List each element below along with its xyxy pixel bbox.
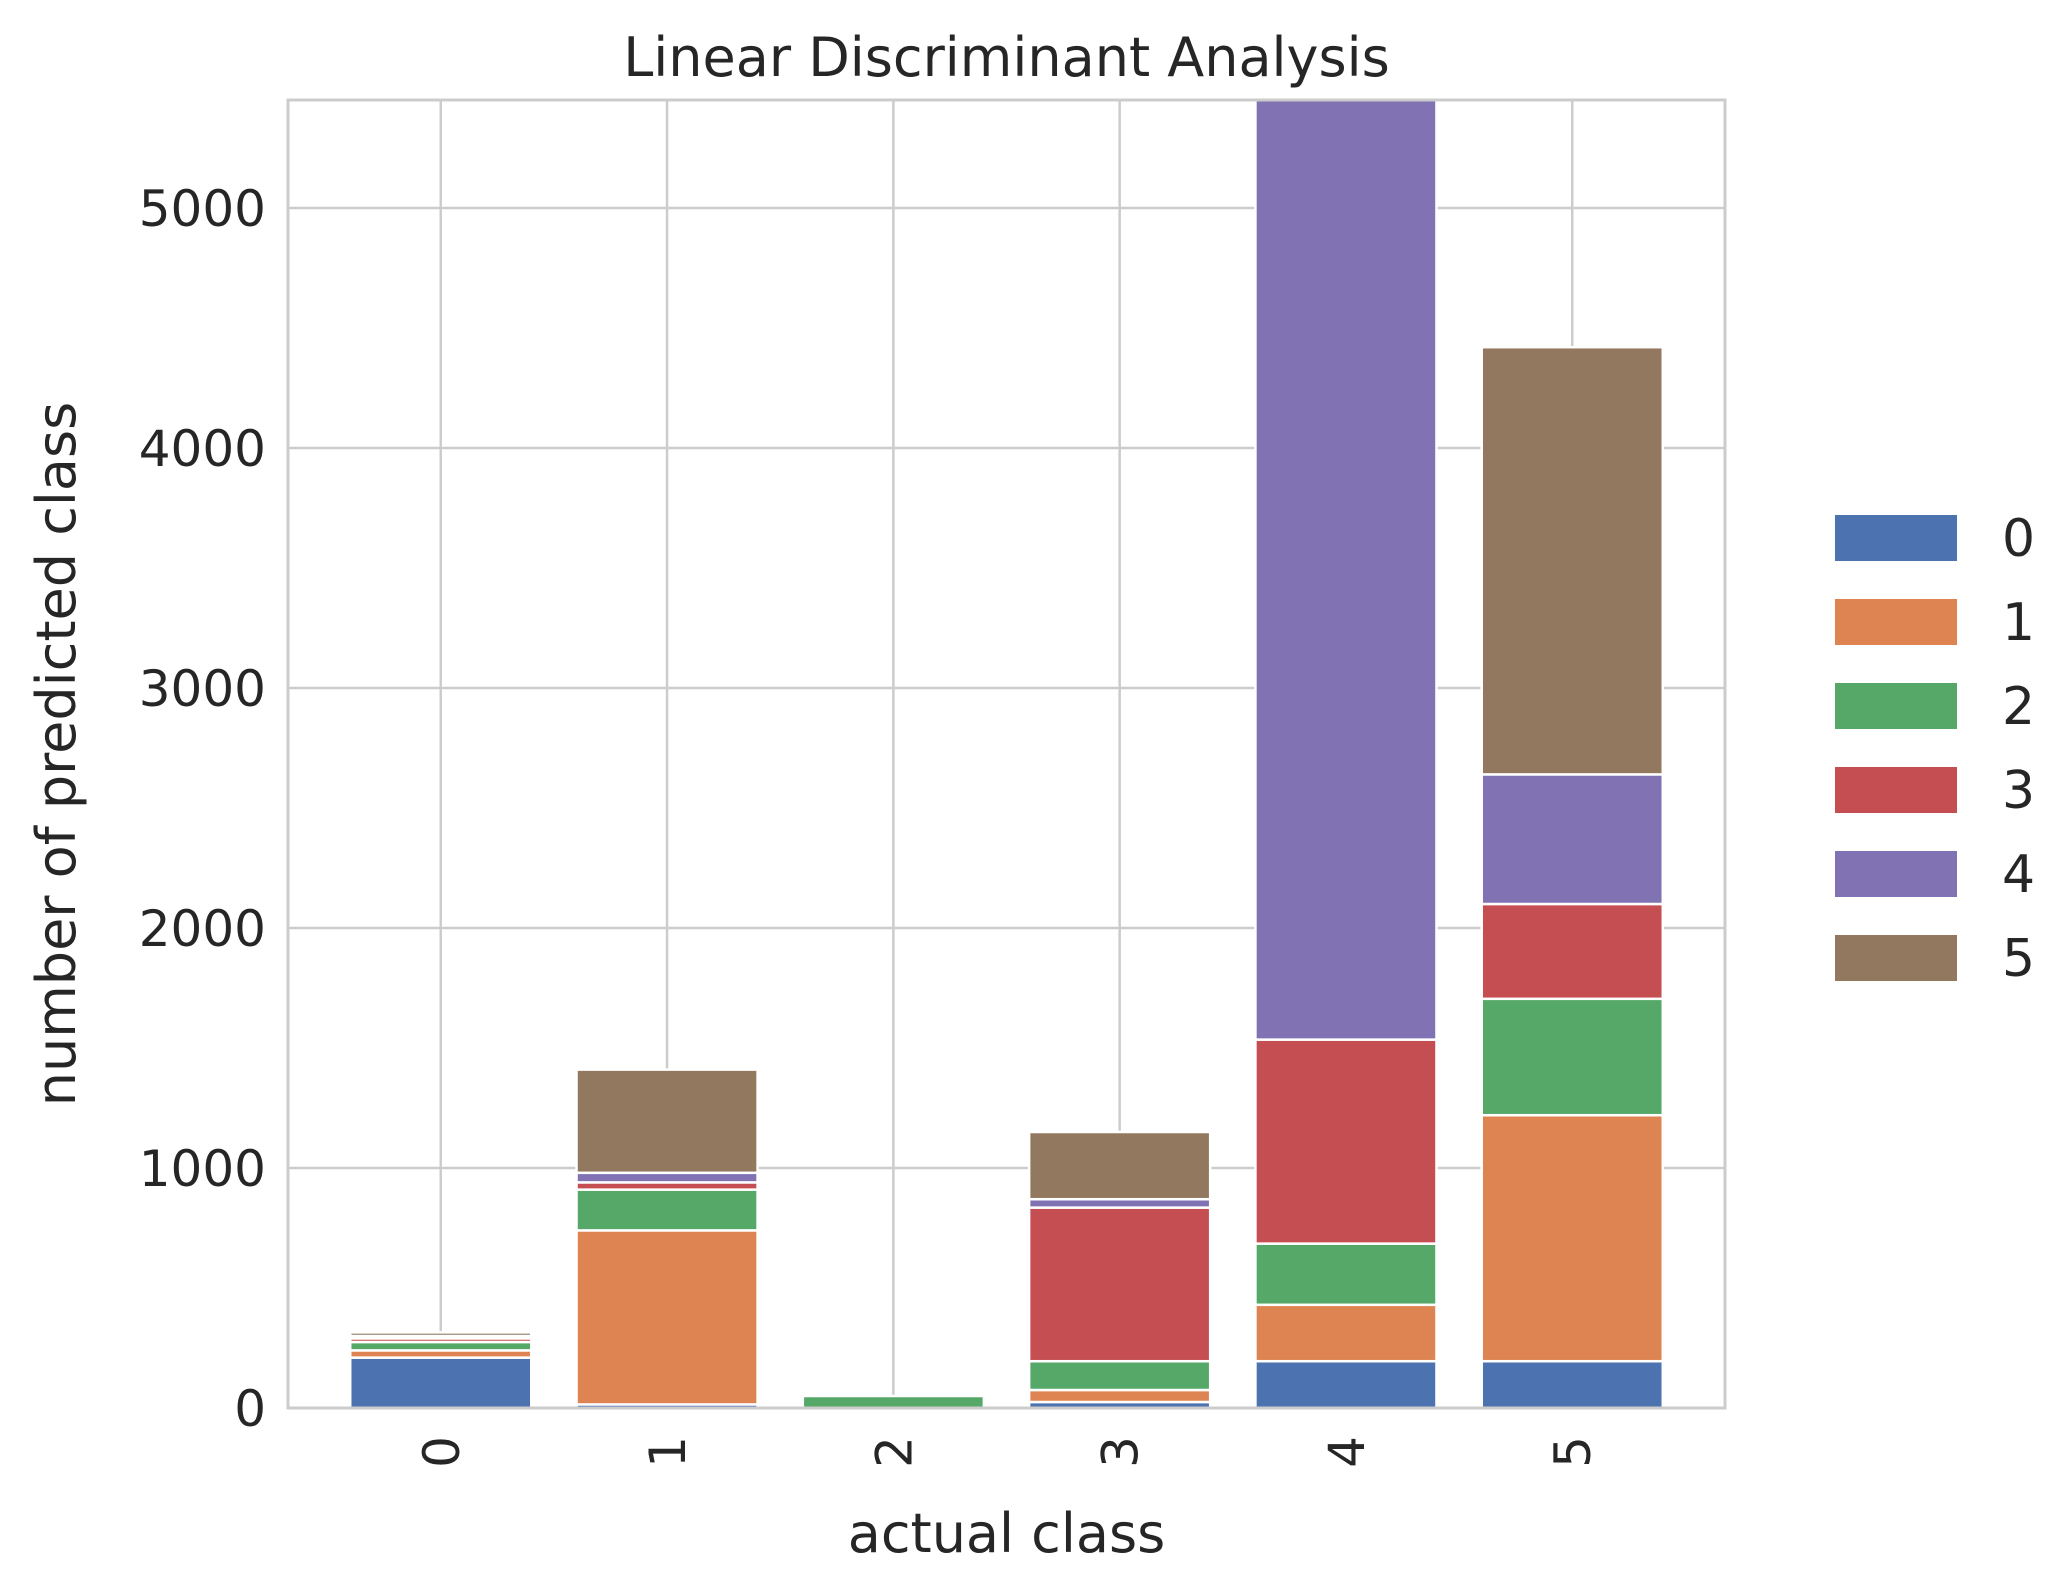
bar-segment-class-4-pred-1 bbox=[1254, 1303, 1438, 1363]
bar-segment-class-5-pred-1 bbox=[1480, 1113, 1665, 1363]
y-tick-label: 0 bbox=[234, 1380, 266, 1438]
bar-segment-class-1-pred-5 bbox=[575, 1068, 759, 1175]
bar-segment-class-3-pred-1 bbox=[1027, 1388, 1212, 1404]
bar-segment-class-5-pred-4 bbox=[1480, 773, 1665, 906]
y-tick-label: 3000 bbox=[139, 660, 266, 718]
bar-stack-0 bbox=[348, 1331, 533, 1410]
bar-segment-class-5-pred-5 bbox=[1480, 345, 1665, 776]
x-tick-labels: 0 1 2 3 4 5 bbox=[413, 1436, 1602, 1468]
bar-stack-1 bbox=[575, 1068, 759, 1410]
legend: 0 1 2 3 4 5 bbox=[1835, 509, 2035, 989]
y-tick-label: 1000 bbox=[139, 1140, 266, 1198]
plot-frame bbox=[286, 98, 1727, 1410]
bar-segment-class-3-pred-4 bbox=[1027, 1197, 1212, 1209]
bar-segment-class-4-pred-2 bbox=[1254, 1242, 1438, 1307]
x-axis-label: actual class bbox=[848, 1502, 1166, 1565]
bars bbox=[348, 97, 1665, 1410]
x-tick-label: 0 bbox=[413, 1436, 471, 1468]
bar-segment-class-4-pred-4 bbox=[1254, 97, 1438, 1041]
x-tick-label: 5 bbox=[1544, 1436, 1602, 1468]
legend-swatch bbox=[1835, 599, 1957, 645]
x-tick-label: 2 bbox=[865, 1436, 923, 1468]
bar-segment-class-3-pred-5 bbox=[1027, 1130, 1212, 1201]
legend-item-4: 4 bbox=[1835, 845, 2035, 905]
bar-stack-2 bbox=[801, 1394, 986, 1410]
legend-label: 4 bbox=[2002, 845, 2035, 905]
y-tick-label: 5000 bbox=[139, 180, 266, 238]
bar-segment-class-1-pred-1 bbox=[575, 1229, 759, 1406]
bar-segment-class-1-pred-2 bbox=[575, 1188, 759, 1232]
legend-swatch bbox=[1835, 515, 1957, 561]
y-tick-label: 4000 bbox=[139, 420, 266, 478]
legend-label: 5 bbox=[2002, 929, 2035, 989]
bar-segment-class-4-pred-3 bbox=[1254, 1038, 1438, 1245]
legend-swatch bbox=[1835, 935, 1957, 981]
legend-item-0: 0 bbox=[1835, 509, 2035, 569]
y-tick-label: 2000 bbox=[139, 900, 266, 958]
bar-segment-class-5-pred-0 bbox=[1480, 1359, 1665, 1410]
bar-segment-class-4-pred-0 bbox=[1254, 1359, 1438, 1410]
bar-segment-class-3-pred-2 bbox=[1027, 1359, 1212, 1392]
legend-label: 1 bbox=[2002, 593, 2035, 653]
bar-stack-3 bbox=[1027, 1130, 1212, 1410]
legend-item-3: 3 bbox=[1835, 761, 2035, 821]
chart-title: Linear Discriminant Analysis bbox=[623, 26, 1390, 89]
legend-item-2: 2 bbox=[1835, 677, 2035, 737]
y-tick-labels: 0 1000 2000 3000 4000 5000 bbox=[139, 180, 266, 1438]
bar-stack-4 bbox=[1254, 97, 1438, 1410]
bar-segment-class-0-pred-0 bbox=[348, 1356, 533, 1410]
x-tick-label: 3 bbox=[1092, 1436, 1150, 1468]
legend-item-5: 5 bbox=[1835, 929, 2035, 989]
bar-segment-class-0-pred-2 bbox=[348, 1340, 533, 1352]
bar-stack-5 bbox=[1480, 345, 1665, 1410]
bar-segment-class-5-pred-3 bbox=[1480, 902, 1665, 1001]
legend-item-1: 1 bbox=[1835, 593, 2035, 653]
y-axis-label: number of predicted class bbox=[25, 402, 88, 1107]
legend-swatch bbox=[1835, 683, 1957, 729]
bar-segment-class-2-pred-2 bbox=[801, 1394, 986, 1410]
x-tick-label: 1 bbox=[639, 1436, 697, 1468]
bar-segment-class-1-pred-4 bbox=[575, 1171, 759, 1184]
legend-swatch bbox=[1835, 851, 1957, 897]
legend-label: 2 bbox=[2002, 677, 2035, 737]
legend-swatch bbox=[1835, 767, 1957, 813]
bar-segment-class-0-pred-5 bbox=[348, 1331, 533, 1338]
bar-segment-class-3-pred-3 bbox=[1027, 1206, 1212, 1363]
legend-label: 3 bbox=[2002, 761, 2035, 821]
x-tick-label: 4 bbox=[1318, 1436, 1376, 1468]
bar-segment-class-5-pred-2 bbox=[1480, 997, 1665, 1117]
legend-label: 0 bbox=[2002, 509, 2035, 569]
